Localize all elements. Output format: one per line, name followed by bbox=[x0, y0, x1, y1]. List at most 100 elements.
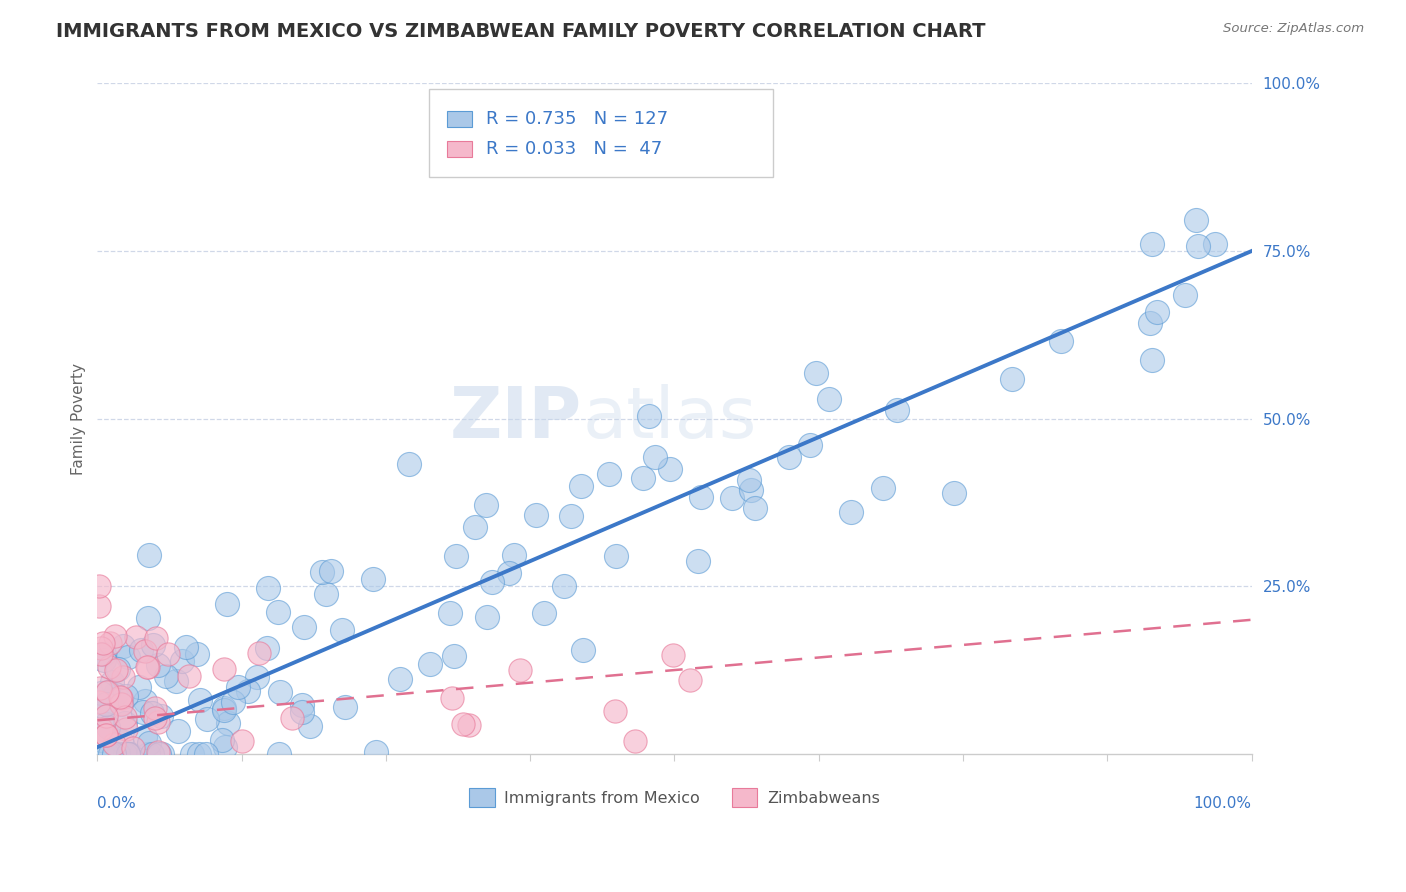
Point bbox=[533, 606, 555, 620]
Point bbox=[256, 640, 278, 655]
Point bbox=[128, 680, 150, 694]
Point bbox=[148, 658, 170, 673]
Point bbox=[98, 660, 121, 674]
Point bbox=[150, 747, 173, 761]
Point bbox=[112, 670, 135, 684]
Point bbox=[90, 685, 112, 699]
Point bbox=[115, 723, 138, 737]
Point bbox=[569, 479, 592, 493]
Point bbox=[1140, 236, 1163, 251]
Point bbox=[481, 575, 503, 590]
Point bbox=[103, 747, 125, 761]
Point bbox=[94, 728, 117, 742]
Text: atlas: atlas bbox=[582, 384, 756, 453]
Point bbox=[93, 652, 115, 666]
Point bbox=[211, 732, 233, 747]
Text: IMMIGRANTS FROM MEXICO VS ZIMBABWEAN FAMILY POVERTY CORRELATION CHART: IMMIGRANTS FROM MEXICO VS ZIMBABWEAN FAM… bbox=[56, 22, 986, 41]
Point bbox=[1187, 239, 1209, 253]
Point bbox=[503, 548, 526, 562]
Point bbox=[603, 704, 626, 718]
Point bbox=[136, 660, 159, 674]
Point bbox=[872, 481, 894, 495]
Point bbox=[141, 747, 163, 761]
Point bbox=[94, 709, 117, 723]
Point bbox=[148, 745, 170, 759]
Point bbox=[1184, 213, 1206, 227]
Point bbox=[221, 694, 243, 708]
Y-axis label: Family Poverty: Family Poverty bbox=[72, 363, 86, 475]
Point bbox=[498, 566, 520, 581]
Point bbox=[291, 698, 314, 712]
Point bbox=[212, 703, 235, 717]
Point bbox=[110, 697, 132, 711]
Point bbox=[94, 717, 117, 731]
Point bbox=[90, 641, 112, 656]
Point bbox=[90, 647, 112, 661]
Point bbox=[190, 692, 212, 706]
Point bbox=[104, 663, 127, 677]
Point bbox=[644, 450, 666, 465]
Point bbox=[778, 450, 800, 464]
Point bbox=[818, 392, 841, 406]
Point bbox=[134, 731, 156, 745]
Point bbox=[524, 508, 547, 522]
Point bbox=[194, 747, 217, 761]
Point bbox=[138, 548, 160, 562]
Point bbox=[142, 639, 165, 653]
Point bbox=[117, 747, 139, 761]
Point bbox=[145, 711, 167, 725]
Point bbox=[186, 648, 208, 662]
Point bbox=[689, 490, 711, 504]
Point bbox=[361, 572, 384, 586]
Point bbox=[740, 483, 762, 497]
Point bbox=[281, 711, 304, 725]
Point bbox=[146, 714, 169, 729]
Point bbox=[267, 747, 290, 761]
Point bbox=[141, 706, 163, 721]
Text: ZIP: ZIP bbox=[450, 384, 582, 453]
Point bbox=[104, 629, 127, 643]
Point bbox=[475, 498, 498, 512]
Point bbox=[170, 654, 193, 668]
Point bbox=[257, 582, 280, 596]
Point bbox=[886, 403, 908, 417]
Point bbox=[553, 579, 575, 593]
Point bbox=[571, 642, 593, 657]
Point bbox=[132, 705, 155, 719]
Point bbox=[91, 699, 114, 714]
Point bbox=[166, 723, 188, 738]
Point bbox=[90, 733, 112, 747]
Point bbox=[943, 485, 966, 500]
Point bbox=[720, 491, 742, 505]
Point bbox=[799, 438, 821, 452]
Text: R = 0.033   N =  47: R = 0.033 N = 47 bbox=[486, 140, 662, 158]
Point bbox=[1174, 288, 1197, 302]
Point bbox=[804, 366, 827, 380]
Point bbox=[117, 747, 139, 761]
Point bbox=[98, 747, 121, 761]
Point bbox=[148, 747, 170, 761]
Point bbox=[212, 701, 235, 715]
Point bbox=[661, 648, 683, 662]
Point bbox=[441, 690, 464, 705]
Point bbox=[157, 647, 180, 661]
Point bbox=[97, 721, 120, 735]
Point bbox=[181, 747, 204, 761]
Point bbox=[87, 579, 110, 593]
Point bbox=[451, 717, 474, 731]
Point bbox=[212, 662, 235, 676]
Point bbox=[110, 690, 132, 705]
Point bbox=[217, 716, 239, 731]
Point bbox=[744, 500, 766, 515]
Point bbox=[1001, 371, 1024, 385]
Point bbox=[114, 747, 136, 761]
Point bbox=[96, 747, 118, 761]
Point bbox=[398, 457, 420, 471]
Point bbox=[91, 636, 114, 650]
Point bbox=[246, 670, 269, 684]
Point bbox=[738, 473, 761, 487]
Point bbox=[1139, 317, 1161, 331]
Point bbox=[292, 620, 315, 634]
Point bbox=[598, 467, 620, 482]
Point bbox=[638, 409, 661, 424]
